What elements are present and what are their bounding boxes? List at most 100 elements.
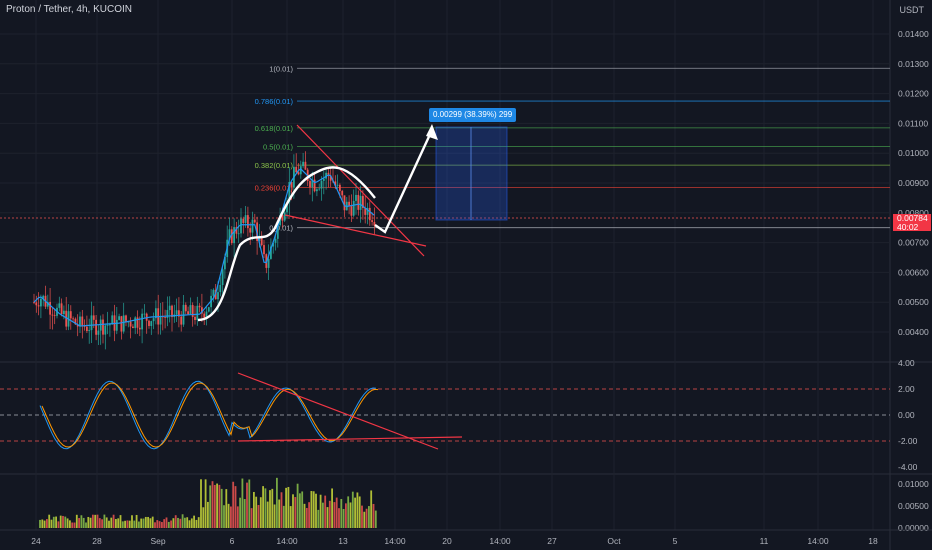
volume-bar (147, 516, 149, 528)
candle-body (155, 308, 157, 319)
candle-body (355, 194, 357, 201)
volume-bar (349, 502, 352, 528)
volume-tick-label: 0.00500 (898, 501, 929, 511)
volume-bar (319, 494, 322, 528)
volume-bar (138, 521, 140, 528)
volume-bar (303, 503, 306, 528)
candle-body (322, 178, 325, 181)
candle-body (51, 314, 54, 316)
candle-body (348, 201, 350, 207)
projection-arrowhead (426, 124, 438, 140)
candle-body (198, 305, 201, 308)
volume-bar (331, 488, 333, 528)
candle-body (207, 307, 210, 312)
volume-bar (241, 478, 244, 528)
candle-body (74, 318, 77, 325)
volume-bar (347, 496, 350, 528)
volume-bar (119, 515, 122, 528)
volume-bar (312, 491, 315, 528)
candle-body (136, 317, 139, 328)
candle-body (152, 318, 155, 322)
fib-label: 0.236(0.01) (255, 183, 294, 192)
candle-body (212, 289, 215, 296)
candle-body (302, 161, 304, 167)
candle-body (69, 311, 72, 319)
volume-bar (165, 517, 168, 528)
candle-body (240, 218, 242, 234)
volume-bar (174, 515, 177, 528)
volume-bar (299, 493, 301, 528)
candle-body (63, 310, 65, 315)
time-tick-label: 24 (31, 536, 41, 546)
volume-bar (342, 509, 345, 528)
volume-bar (220, 488, 223, 528)
volume-bar (340, 498, 343, 528)
candle-body (120, 316, 123, 332)
candle-body (224, 257, 226, 270)
volume-bar (151, 516, 154, 528)
candle-body (171, 305, 173, 318)
volume-bar (126, 520, 129, 528)
volume-bar (271, 488, 274, 528)
volume-bar (225, 489, 228, 528)
volume-bar (335, 497, 338, 528)
volume-bar (96, 514, 99, 528)
volume-bar (85, 522, 87, 528)
candle-body (60, 303, 63, 315)
candle-body (350, 206, 353, 216)
candle-body (258, 237, 261, 241)
osc-trend-upper (237, 372, 439, 450)
candle-body (35, 302, 38, 306)
volume-bar (78, 518, 80, 528)
volume-bar (280, 492, 283, 528)
candle-body (336, 184, 339, 186)
candle-body (115, 319, 118, 331)
volume-bar (43, 520, 46, 528)
time-tick-label: 14:00 (384, 536, 406, 546)
candle-body (143, 313, 146, 315)
currency-label[interactable]: USDT (899, 5, 925, 15)
osc-trend-lower (237, 436, 463, 442)
volume-bar (338, 508, 340, 528)
volume-bar (292, 494, 294, 528)
candle-body (267, 258, 270, 268)
volume-bar (345, 503, 347, 528)
volume-bar (358, 496, 361, 528)
wedge-upper-line (296, 124, 425, 257)
volume-bar (218, 484, 221, 528)
candle-body (244, 215, 247, 223)
volume-bar (236, 506, 239, 528)
volume-tick-label: 0.00000 (898, 523, 929, 533)
volume-bar (69, 520, 71, 528)
price-tick-label: 0.00600 (898, 267, 929, 277)
osc-tick-label: 0.00 (898, 410, 915, 420)
candle-body (260, 237, 263, 246)
candle-body (249, 228, 252, 233)
candle-body (343, 195, 346, 211)
volume-bar (315, 493, 317, 528)
volume-bar (301, 491, 304, 528)
candle-body (150, 321, 153, 326)
volume-bar (133, 520, 136, 528)
candle-body (129, 321, 132, 327)
volume-bar (368, 506, 370, 528)
current-price-tag: 0.00784 40:02 (893, 214, 931, 231)
candle-body (37, 305, 40, 307)
candle-body (191, 305, 194, 317)
volume-bar (92, 514, 94, 528)
candle-body (274, 238, 277, 243)
volume-bar (234, 486, 237, 528)
volume-bar (262, 486, 264, 528)
candle-body (203, 313, 206, 318)
fib-label: 0.786(0.01) (255, 97, 294, 106)
candle-body (327, 172, 330, 176)
candle-body (362, 195, 364, 208)
volume-bar (112, 514, 115, 528)
volume-bar (103, 514, 106, 528)
price-tick-label: 0.01100 (898, 118, 928, 128)
volume-bar (285, 487, 287, 528)
candle-body (299, 166, 302, 175)
symbol-title[interactable]: Proton / Tether, 4h, KUCOIN (6, 4, 132, 15)
candle-body (187, 311, 189, 315)
